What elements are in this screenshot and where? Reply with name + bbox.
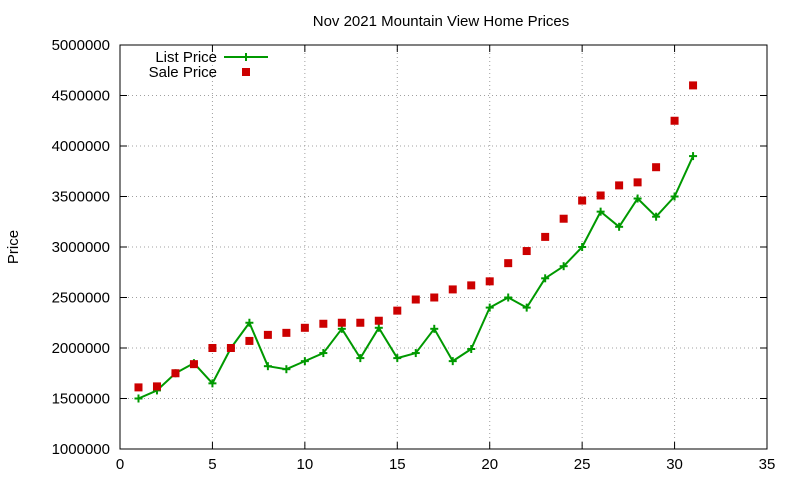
list-price-point	[541, 274, 550, 283]
sale-price-point	[467, 281, 476, 290]
y-tick-label: 2500000	[52, 290, 110, 307]
list-price-point	[596, 207, 605, 216]
x-tick-label: 10	[297, 456, 314, 473]
list-price-point	[670, 192, 679, 201]
sale-price-point	[559, 214, 568, 223]
sale-price-point	[208, 344, 217, 352]
sale-price-point	[374, 316, 383, 325]
sale-price-point	[578, 196, 587, 205]
sale-price-point	[263, 330, 272, 339]
sale-price-point	[411, 295, 420, 304]
y-tick-label: 3500000	[52, 189, 110, 206]
axis-ticks: 0 5 10 15 20 25 30 35 1000000 1500000 2000000 25000…	[52, 37, 776, 473]
list-price-point	[245, 318, 254, 327]
y-tick-label: 2000000	[52, 340, 110, 357]
sale-price-point	[430, 293, 439, 302]
y-tick-label: 4000000	[52, 138, 110, 155]
list-price-point	[485, 303, 494, 312]
x-tick-label: 0	[116, 456, 124, 473]
list-price-point	[430, 324, 439, 333]
y-tick-label: 3000000	[52, 239, 110, 256]
list-price-point	[263, 362, 272, 371]
series-1	[134, 152, 698, 403]
x-tick-label: 30	[666, 456, 683, 473]
list-price-point	[319, 349, 328, 358]
list-price-point	[615, 222, 624, 231]
list-price-point	[374, 323, 383, 332]
y-axis-label: Price	[5, 230, 22, 264]
sale-price-point	[541, 232, 550, 241]
sale-price-point	[134, 383, 143, 392]
series-layer	[134, 81, 698, 403]
series-2	[134, 81, 698, 392]
sale-price-point	[522, 247, 531, 256]
sale-price-point	[189, 360, 198, 369]
list-price-point	[393, 354, 402, 363]
sale-price-point	[282, 328, 291, 337]
sale-price-point	[485, 277, 494, 286]
list-price-point	[559, 262, 568, 271]
sale-price-point	[152, 382, 161, 391]
sale-price-point	[300, 323, 309, 332]
list-price-point	[448, 357, 457, 366]
list-price-point	[689, 152, 698, 161]
sale-price-point	[448, 285, 457, 294]
list-price-point	[411, 349, 420, 358]
sale-price-point	[337, 318, 346, 327]
x-tick-label: 35	[759, 456, 776, 473]
list-price-point	[282, 365, 291, 374]
legend-swatch-square	[242, 68, 250, 76]
sale-price-point	[652, 163, 661, 172]
list-price-point	[652, 212, 661, 221]
sale-price-point	[245, 336, 254, 345]
list-price-line	[138, 155, 694, 400]
grid	[120, 45, 767, 449]
sale-price-point	[596, 191, 605, 200]
legend-label-2: Sale Price	[149, 64, 217, 81]
x-tick-label: 25	[574, 456, 591, 473]
legend-swatch-marker	[242, 53, 250, 61]
sale-price-point	[633, 178, 642, 187]
sale-price-point	[504, 259, 513, 268]
sale-price-point	[670, 116, 679, 125]
y-tick-label: 1000000	[52, 441, 110, 458]
list-price-point	[208, 379, 217, 388]
sale-price-point	[356, 318, 365, 327]
y-tick-label: 4500000	[52, 88, 110, 105]
plot-border	[119, 44, 768, 450]
x-tick-label: 5	[208, 456, 216, 473]
sale-price-point	[319, 319, 328, 328]
sale-price-point	[393, 306, 402, 315]
legend-label-1: List Price	[155, 49, 217, 66]
list-price-point	[356, 354, 365, 363]
y-tick-label: 1500000	[52, 391, 110, 408]
list-price-point	[578, 243, 587, 251]
list-price-point	[633, 194, 642, 203]
list-price-point	[300, 357, 309, 366]
sale-price-point	[615, 181, 624, 190]
sale-price-point	[689, 81, 698, 90]
x-tick-label: 20	[481, 456, 498, 473]
x-tick-label: 15	[389, 456, 406, 473]
list-price-point	[504, 293, 513, 302]
sale-price-point	[226, 344, 235, 352]
list-price-point	[134, 394, 143, 403]
list-price-point	[522, 303, 531, 312]
sale-price-point	[171, 369, 180, 378]
chart-title: Nov 2021 Mountain View Home Prices	[313, 13, 570, 30]
list-price-point	[467, 345, 476, 354]
y-tick-label: 5000000	[52, 37, 110, 54]
